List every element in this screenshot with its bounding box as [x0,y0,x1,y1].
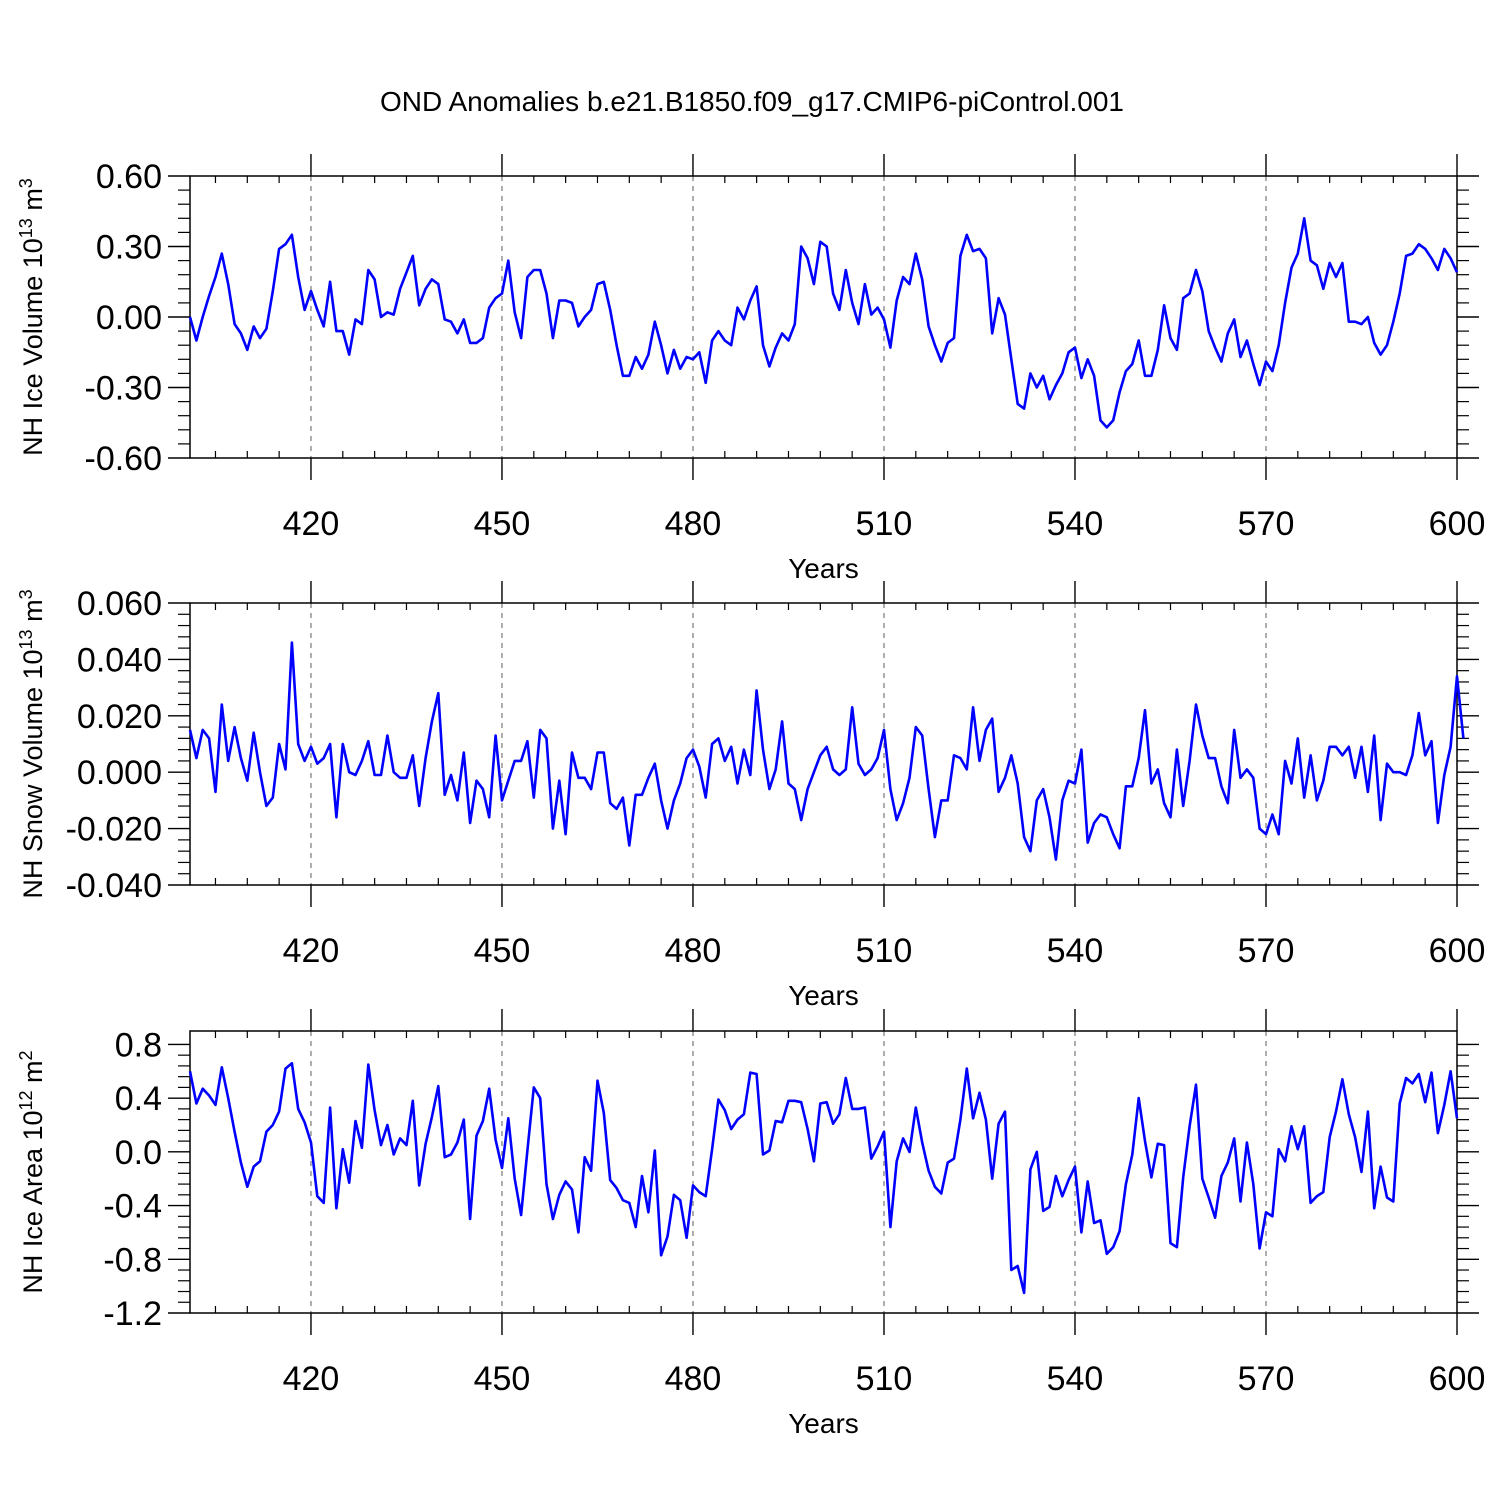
x-tick-label: 570 [1238,932,1295,970]
y-tick-label: 0.0 [115,1134,162,1172]
y-tick-label: 0.4 [115,1080,162,1118]
y-tick-label: 0.000 [77,754,162,792]
panel-3: 420 450 480 510 540 570 600 -1.2 -0.8 -0.4 0.0 0.4 0… [16,1009,1485,1439]
x-tick-label: 600 [1429,932,1486,970]
series-line [188,1061,1459,1295]
x-tick-label: 570 [1238,1360,1295,1398]
y-tick-label: -0.30 [85,370,163,408]
y-tick-label: -0.040 [66,867,162,905]
y-tick-label: 0.060 [77,585,162,623]
x-tick-label: 510 [856,932,913,970]
x-tick-label: 510 [856,1360,913,1398]
x-tick-label: 420 [283,505,340,543]
y-tick-label: 0.60 [96,158,162,196]
x-tick-label: 420 [283,932,340,970]
y-tick-label: -0.8 [103,1241,162,1279]
plot-frame [189,1030,1458,1314]
x-tick-label: 540 [1047,932,1104,970]
x-tick-label: 480 [665,932,722,970]
x-tick-label: 570 [1238,505,1295,543]
x-tick-label: 510 [856,505,913,543]
y-tick-label: -0.4 [103,1188,162,1226]
panel-2: 420 450 480 510 540 570 600 -0.040 -0.020 0.000 0.… [16,581,1485,1011]
x-tick-label: 480 [665,1360,722,1398]
x-axis-label: Years [788,553,859,584]
x-tick-label: 480 [665,505,722,543]
x-axis-label: Years [788,980,859,1011]
series-line [188,217,1459,429]
y-tick-label: -0.60 [85,440,163,478]
y-tick-label: -0.020 [66,811,162,849]
x-tick-label: 600 [1429,505,1486,543]
y-tick-label: 0.00 [96,299,162,337]
x-tick-label: 540 [1047,1360,1104,1398]
y-tick-label: -1.2 [103,1295,162,1333]
y-axis-label: NH Snow Volume 1013 m3 [16,589,48,898]
chart-title: OND Anomalies b.e21.B1850.f09_g17.CMIP6-… [380,86,1124,117]
y-tick-label: 0.020 [77,698,162,736]
panel-1: 420 450 480 510 540 570 600 -0.60 -0.30 0.00 0.30 0… [16,154,1485,584]
y-tick-label: 0.040 [77,641,162,679]
x-tick-label: 450 [474,505,531,543]
plot-frame [189,602,1458,886]
y-axis-label: NH Ice Volume 1013 m3 [16,178,48,456]
x-tick-label: 420 [283,1360,340,1398]
x-tick-label: 450 [474,932,531,970]
series-line [188,641,1465,861]
y-tick-label: 0.30 [96,229,162,267]
x-axis-label: Years [788,1408,859,1439]
x-tick-label: 540 [1047,505,1104,543]
x-tick-label: 600 [1429,1360,1486,1398]
x-tick-label: 450 [474,1360,531,1398]
y-axis-label: NH Ice Area 1012 m2 [16,1050,48,1293]
y-tick-label: 0.8 [115,1026,162,1064]
